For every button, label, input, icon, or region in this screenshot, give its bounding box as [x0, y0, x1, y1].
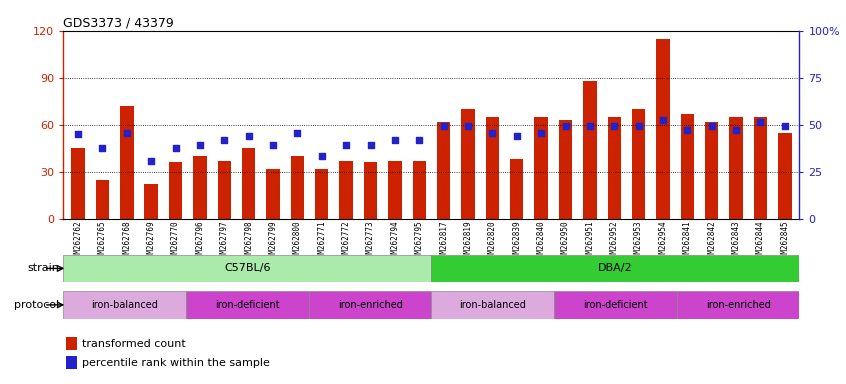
- Bar: [96, 180, 109, 219]
- Text: C57BL/6: C57BL/6: [224, 263, 271, 273]
- Bar: [242, 148, 255, 219]
- Point: [486, 129, 499, 136]
- Text: iron-enriched: iron-enriched: [338, 300, 403, 310]
- Bar: [315, 169, 328, 219]
- Point: [729, 126, 743, 132]
- Bar: [145, 184, 158, 219]
- Point: [120, 129, 134, 136]
- Point: [754, 119, 767, 125]
- Bar: [677, 291, 799, 319]
- Bar: [388, 161, 402, 219]
- Text: iron-balanced: iron-balanced: [91, 300, 158, 310]
- Point: [217, 137, 231, 144]
- Bar: [754, 117, 767, 219]
- Text: iron-enriched: iron-enriched: [706, 300, 771, 310]
- Point: [364, 142, 377, 148]
- Point: [461, 123, 475, 129]
- Bar: [291, 156, 304, 219]
- Point: [607, 123, 621, 129]
- Bar: [729, 117, 743, 219]
- Bar: [169, 162, 182, 219]
- Bar: [437, 122, 450, 219]
- Bar: [63, 291, 186, 319]
- Bar: [364, 162, 377, 219]
- Bar: [535, 117, 548, 219]
- Text: strain: strain: [27, 263, 59, 273]
- Bar: [309, 291, 431, 319]
- Point: [413, 137, 426, 144]
- Bar: [632, 109, 645, 219]
- Bar: [461, 109, 475, 219]
- Point: [680, 126, 694, 132]
- Bar: [120, 106, 134, 219]
- Point: [242, 133, 255, 139]
- Text: GDS3373 / 43379: GDS3373 / 43379: [63, 17, 174, 30]
- Text: iron-deficient: iron-deficient: [583, 300, 648, 310]
- Bar: [66, 337, 77, 350]
- Text: iron-deficient: iron-deficient: [215, 300, 280, 310]
- Point: [778, 123, 792, 129]
- Point: [339, 142, 353, 148]
- Point: [583, 123, 596, 129]
- Point: [535, 129, 548, 136]
- Point: [315, 153, 328, 159]
- Bar: [186, 291, 309, 319]
- Point: [291, 129, 305, 136]
- Point: [96, 145, 109, 151]
- Bar: [510, 159, 524, 219]
- Bar: [554, 291, 677, 319]
- Text: DBA/2: DBA/2: [598, 263, 633, 273]
- Bar: [193, 156, 206, 219]
- Point: [656, 117, 670, 123]
- Point: [510, 133, 524, 139]
- Point: [705, 123, 718, 129]
- Bar: [71, 148, 85, 219]
- Text: transformed count: transformed count: [82, 339, 185, 349]
- Bar: [778, 132, 792, 219]
- Bar: [559, 120, 572, 219]
- Bar: [583, 81, 596, 219]
- Point: [266, 142, 280, 148]
- Text: iron-balanced: iron-balanced: [459, 300, 526, 310]
- Point: [169, 145, 183, 151]
- Bar: [431, 291, 554, 319]
- Text: protocol: protocol: [14, 300, 59, 310]
- Point: [558, 123, 572, 129]
- Bar: [63, 255, 431, 282]
- Bar: [705, 122, 718, 219]
- Bar: [486, 117, 499, 219]
- Bar: [656, 38, 670, 219]
- Point: [437, 123, 450, 129]
- Bar: [607, 117, 621, 219]
- Point: [388, 137, 402, 144]
- Point: [71, 131, 85, 137]
- Bar: [217, 161, 231, 219]
- Bar: [66, 356, 77, 369]
- Bar: [681, 114, 694, 219]
- Point: [145, 158, 158, 164]
- Point: [193, 142, 206, 148]
- Bar: [431, 255, 799, 282]
- Text: percentile rank within the sample: percentile rank within the sample: [82, 358, 270, 368]
- Bar: [339, 161, 353, 219]
- Bar: [413, 161, 426, 219]
- Point: [632, 123, 645, 129]
- Bar: [266, 169, 280, 219]
